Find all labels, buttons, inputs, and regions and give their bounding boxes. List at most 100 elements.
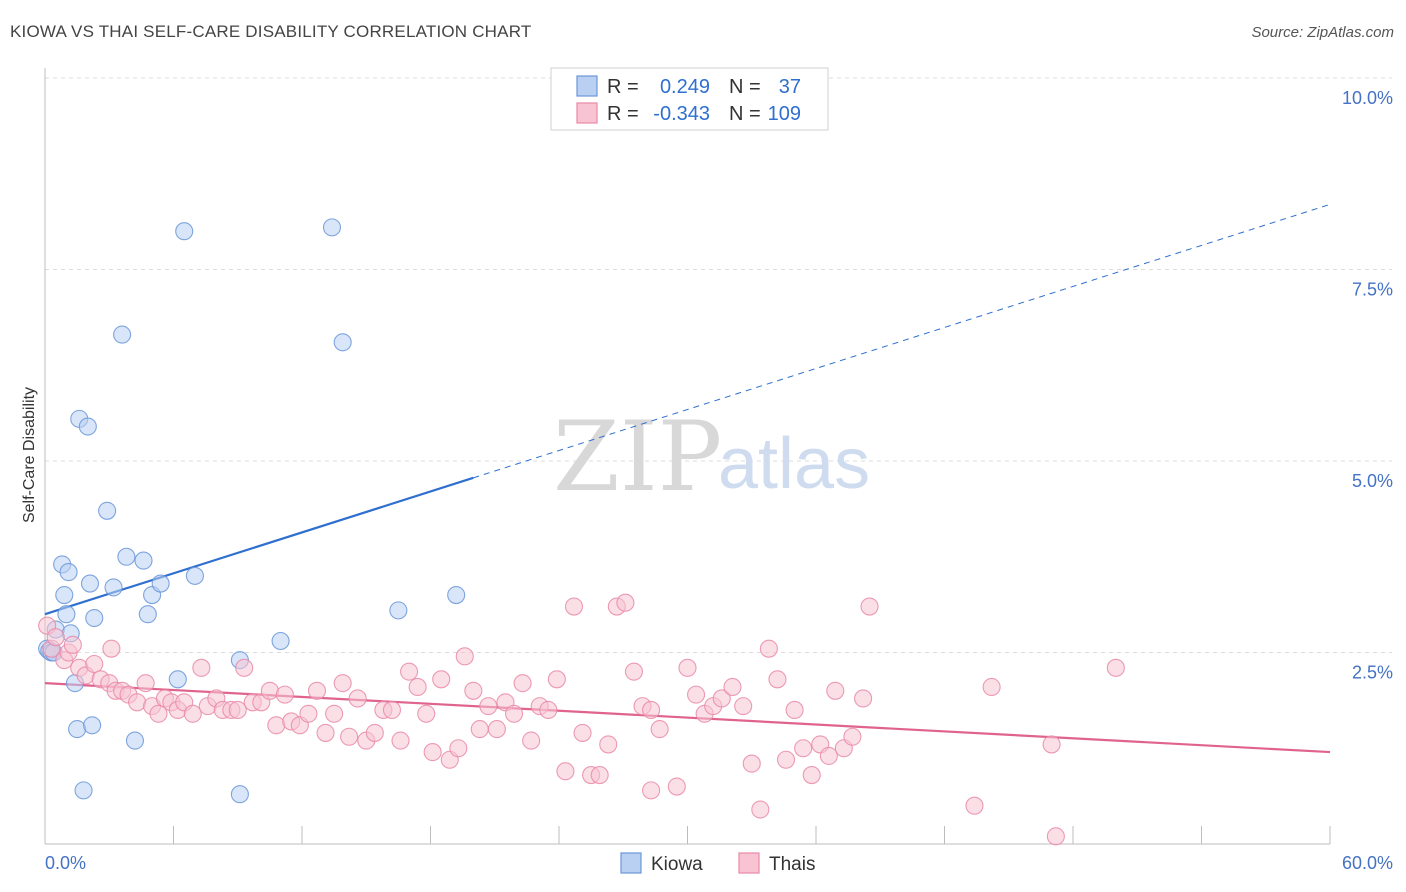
point-thais-93 xyxy=(768,670,787,689)
point-thais-39 xyxy=(307,681,327,700)
watermark-atlas: atlas xyxy=(718,424,870,504)
y-tick-label-3: 10.0% xyxy=(1342,88,1393,108)
point-thais-73 xyxy=(590,766,609,785)
point-kiowa-8 xyxy=(59,563,78,582)
point-thais-64 xyxy=(513,674,532,693)
point-thais-105 xyxy=(965,796,984,815)
point-thais-5 xyxy=(63,635,82,654)
point-kiowa-22 xyxy=(125,731,144,750)
bottom-legend-swatch-kiowa xyxy=(620,852,642,874)
point-thais-2 xyxy=(46,628,65,647)
point-thais-83 xyxy=(678,658,697,677)
point-kiowa-7 xyxy=(57,605,76,624)
point-kiowa-31 xyxy=(230,785,249,804)
point-kiowa-13 xyxy=(74,781,93,800)
point-thais-33 xyxy=(260,681,279,700)
legend-n-value-kiowa: 37 xyxy=(779,76,801,98)
legend-n-label-thais: N = xyxy=(729,103,761,125)
point-thais-11 xyxy=(102,639,121,658)
point-thais-92 xyxy=(759,639,778,658)
point-thais-96 xyxy=(794,739,813,758)
point-thais-54 xyxy=(432,670,451,689)
point-thais-67 xyxy=(539,700,558,720)
legend-n-value-thais: 109 xyxy=(768,103,801,125)
point-thais-87 xyxy=(712,689,731,708)
x-tick-labels: 0.0% 60.0% xyxy=(45,853,1393,873)
point-kiowa-32 xyxy=(271,631,290,651)
point-kiowa-21 xyxy=(117,547,136,566)
point-kiowa-29 xyxy=(185,566,204,585)
trend-line-kiowa-extension xyxy=(473,203,1331,479)
point-thais-82 xyxy=(667,777,686,796)
point-thais-56 xyxy=(449,739,468,758)
point-thais-97 xyxy=(802,766,821,785)
legend-r-value-thais: -0.343 xyxy=(653,103,710,125)
point-thais-88 xyxy=(723,677,742,697)
data-points xyxy=(38,218,1125,846)
point-kiowa-26 xyxy=(151,574,170,593)
point-thais-76 xyxy=(616,593,635,612)
point-thais-71 xyxy=(573,723,592,742)
point-thais-15 xyxy=(128,693,147,712)
point-thais-29 xyxy=(228,700,247,720)
point-thais-40 xyxy=(316,723,335,742)
point-kiowa-24 xyxy=(138,605,157,624)
legend-r-label-kiowa: R = xyxy=(607,76,639,98)
point-thais-42 xyxy=(333,674,352,693)
point-thais-43 xyxy=(340,727,359,746)
bottom-legend-label-kiowa: Kiowa xyxy=(651,854,703,875)
point-thais-49 xyxy=(391,731,410,750)
point-thais-63 xyxy=(504,704,524,723)
point-thais-61 xyxy=(487,720,506,739)
legend-swatch-thais xyxy=(576,102,598,124)
point-thais-95 xyxy=(785,700,804,720)
point-thais-103 xyxy=(854,689,873,708)
point-thais-51 xyxy=(408,677,427,697)
point-kiowa-16 xyxy=(83,716,102,735)
point-kiowa-18 xyxy=(98,501,117,520)
point-thais-70 xyxy=(564,597,584,616)
point-kiowa-36 xyxy=(447,585,466,605)
point-thais-81 xyxy=(642,781,661,800)
point-thais-94 xyxy=(776,750,796,769)
legend-r-value-kiowa: 0.249 xyxy=(660,76,710,98)
point-thais-90 xyxy=(742,754,761,773)
y-tick-label-2: 7.5% xyxy=(1352,280,1393,300)
point-thais-102 xyxy=(843,727,862,746)
point-thais-57 xyxy=(455,647,474,666)
legend-box: R = 0.249 N = 37 R = -0.343 N = 109 xyxy=(550,67,829,131)
point-thais-35 xyxy=(275,685,294,704)
axes xyxy=(44,68,1331,845)
point-kiowa-15 xyxy=(80,574,100,593)
point-thais-18 xyxy=(149,704,168,723)
point-kiowa-28 xyxy=(175,222,194,241)
point-kiowa-17 xyxy=(85,608,104,628)
point-thais-100 xyxy=(826,681,845,700)
point-thais-8 xyxy=(85,654,104,674)
point-thais-84 xyxy=(687,685,706,704)
point-thais-34 xyxy=(267,716,286,735)
chart-title: KIOWA VS THAI SELF-CARE DISABILITY CORRE… xyxy=(10,22,532,41)
y-tick-labels: 2.5% 5.0% 7.5% 10.0% xyxy=(1342,88,1393,683)
chart-source: Source: ZipAtlas.com xyxy=(1251,24,1394,41)
y-tick-label-0: 2.5% xyxy=(1352,663,1393,683)
bottom-legend: Kiowa Thais xyxy=(620,852,815,875)
point-thais-23 xyxy=(183,704,202,723)
point-thais-41 xyxy=(325,704,344,723)
bottom-legend-swatch-thais xyxy=(738,852,760,874)
point-thais-60 xyxy=(479,697,498,716)
point-thais-80 xyxy=(650,720,669,739)
point-thais-58 xyxy=(464,681,483,700)
point-thais-68 xyxy=(547,670,566,689)
point-thais-44 xyxy=(348,689,367,708)
point-thais-77 xyxy=(624,662,644,681)
point-thais-108 xyxy=(1046,827,1065,846)
point-kiowa-34 xyxy=(333,333,352,352)
y-tick-label-1: 5.0% xyxy=(1352,471,1393,491)
point-kiowa-14 xyxy=(78,417,97,436)
point-thais-91 xyxy=(751,800,770,819)
point-thais-46 xyxy=(365,723,384,742)
point-thais-109 xyxy=(1106,658,1125,677)
point-thais-24 xyxy=(192,658,211,677)
